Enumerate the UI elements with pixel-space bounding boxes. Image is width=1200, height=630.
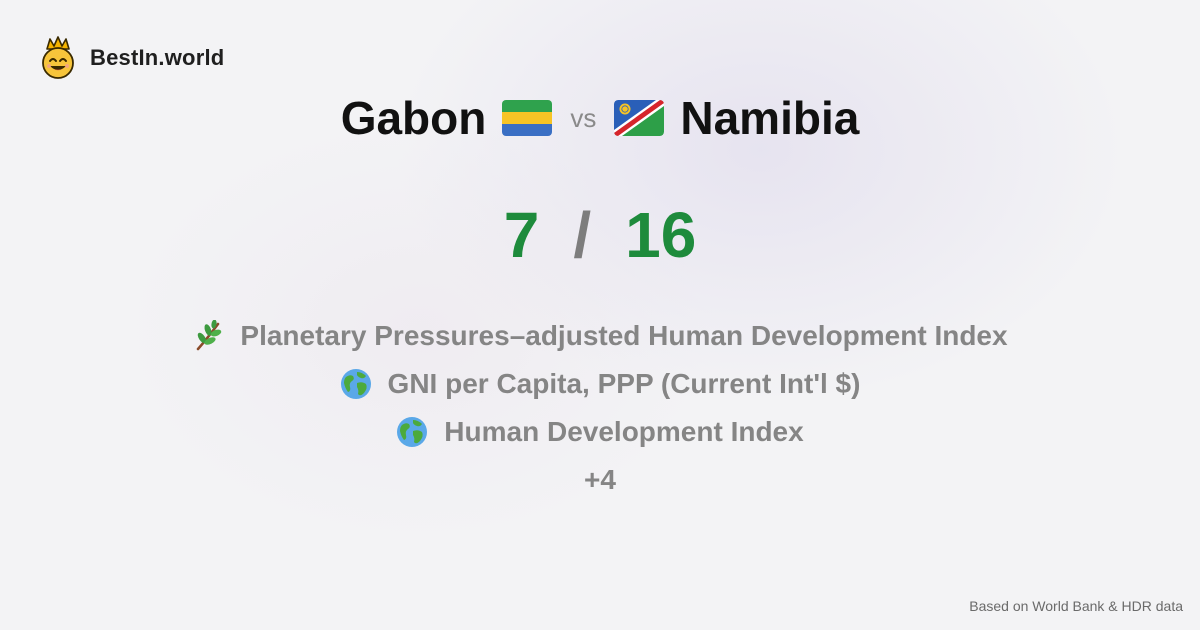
more-metrics-count[interactable]: +4 [584, 464, 616, 495]
globe-icon [397, 417, 428, 447]
crowned-smiley-icon [42, 36, 74, 79]
brand[interactable]: BestIn.world [38, 36, 224, 80]
globe-icon [340, 369, 371, 399]
metric-list: Planetary Pressures–adjusted Human Devel… [0, 312, 1200, 504]
score: 7 / 16 [0, 195, 1200, 275]
metric-item[interactable]: Planetary Pressures–adjusted Human Devel… [192, 312, 1008, 360]
vs-label: vs [570, 102, 597, 133]
metric-label: Planetary Pressures–adjusted Human Devel… [240, 320, 1008, 351]
plant-icon [197, 320, 222, 351]
namibia-flag-icon [614, 100, 665, 136]
metric-label: GNI per Capita, PPP (Current Int'l $) [387, 368, 861, 399]
right-country-name[interactable]: Namibia [680, 92, 860, 144]
left-score: 7 [503, 199, 540, 271]
right-score: 16 [625, 199, 697, 271]
gabon-flag-icon [502, 100, 553, 136]
metric-item[interactable]: Human Development Index [396, 408, 804, 456]
left-country-name[interactable]: Gabon [340, 92, 487, 144]
metric-label: Human Development Index [444, 416, 804, 447]
comparison-title: Gabon vs Namibia [0, 88, 1200, 148]
data-source-note: Based on World Bank & HDR data [969, 598, 1183, 614]
metric-item[interactable]: GNI per Capita, PPP (Current Int'l $) [340, 360, 861, 408]
score-separator: / [573, 199, 592, 271]
brand-name: BestIn.world [90, 45, 225, 70]
